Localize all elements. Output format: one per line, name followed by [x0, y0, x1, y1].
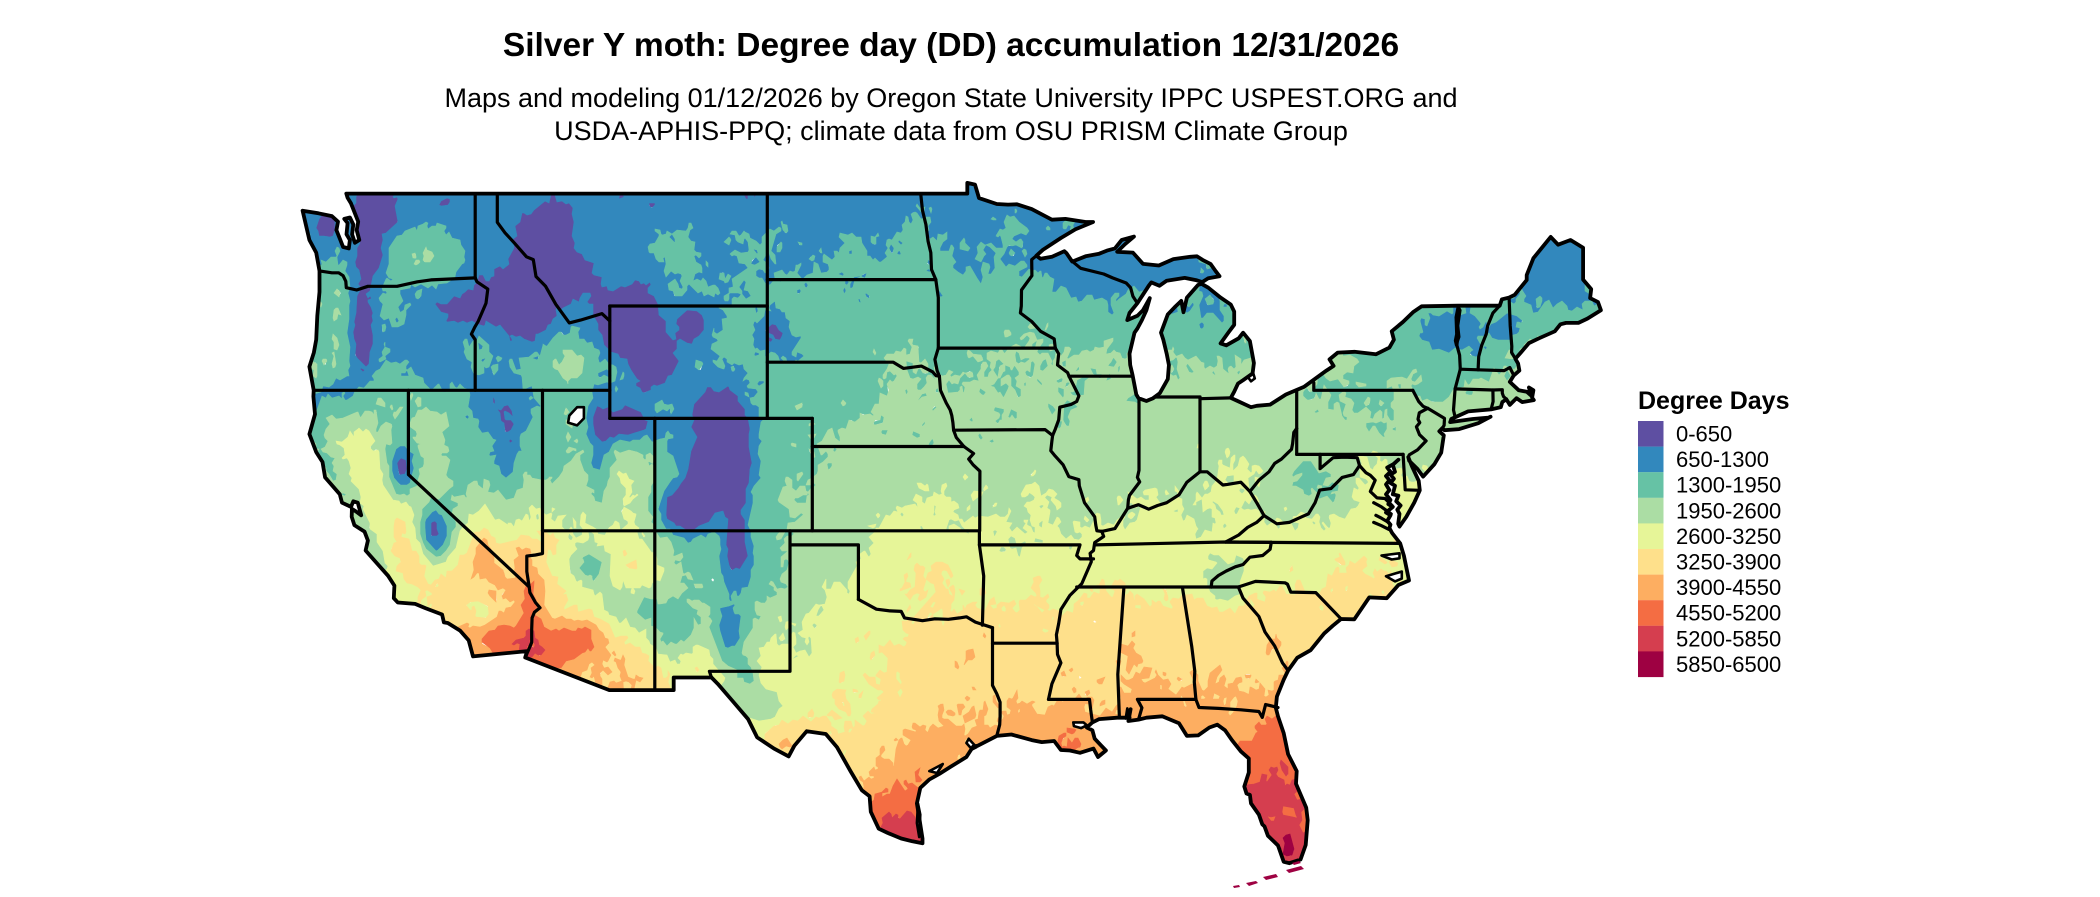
svg-text:1950-2600: 1950-2600 — [1676, 498, 1781, 523]
svg-text:Degree Days: Degree Days — [1638, 387, 1789, 415]
svg-text:1300-1950: 1300-1950 — [1676, 473, 1781, 498]
svg-text:5850-6500: 5850-6500 — [1676, 652, 1781, 677]
svg-text:650-1300: 650-1300 — [1676, 447, 1769, 472]
svg-text:5200-5850: 5200-5850 — [1676, 626, 1781, 651]
svg-text:3900-4550: 3900-4550 — [1676, 575, 1781, 600]
svg-text:USDA-APHIS-PPQ; climate data f: USDA-APHIS-PPQ; climate data from OSU PR… — [554, 116, 1348, 146]
svg-text:Silver Y moth: Degree day (DD): Silver Y moth: Degree day (DD) accumulat… — [503, 27, 1399, 64]
svg-text:Maps and modeling 01/12/2026 b: Maps and modeling 01/12/2026 by Oregon S… — [444, 83, 1457, 113]
svg-text:3250-3900: 3250-3900 — [1676, 550, 1781, 575]
svg-text:2600-3250: 2600-3250 — [1676, 524, 1781, 549]
svg-text:0-650: 0-650 — [1676, 422, 1732, 447]
svg-text:4550-5200: 4550-5200 — [1676, 601, 1781, 626]
